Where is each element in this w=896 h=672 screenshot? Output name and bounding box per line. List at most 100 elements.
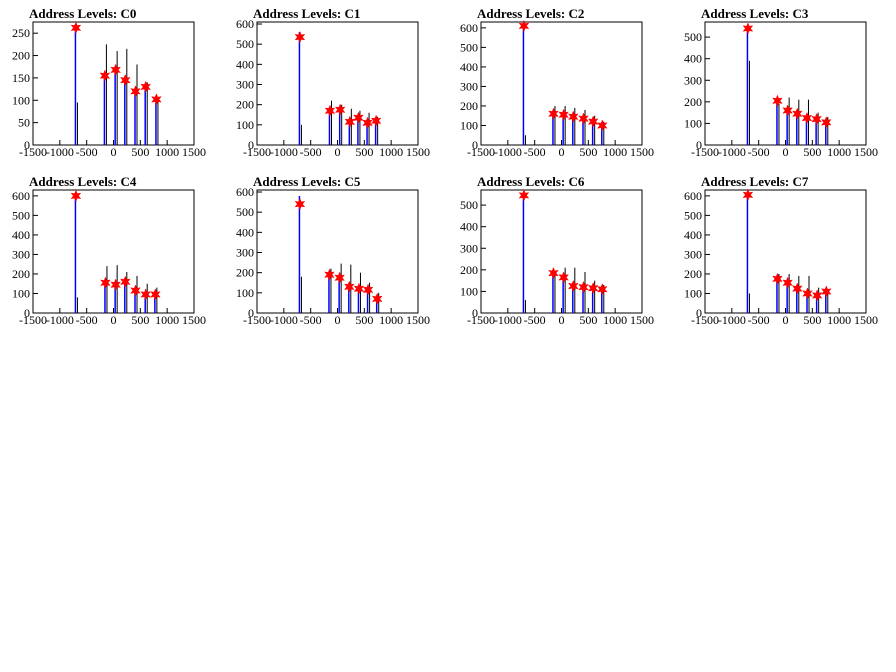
y-tick-label: 50: [18, 116, 30, 130]
peak-marker: [70, 189, 82, 203]
y-tick-label: 500: [236, 205, 254, 219]
y-tick-label: 0: [696, 306, 702, 320]
chart-title: Address Levels: C5: [253, 174, 361, 189]
peak-marker: [100, 276, 111, 289]
peak-marker: [119, 73, 131, 87]
x-tick-label: 0: [559, 313, 565, 327]
peak-marker: [110, 278, 121, 291]
peak-marker: [578, 280, 589, 294]
x-tick-label: 1500: [630, 145, 654, 159]
y-tick-label: 200: [460, 99, 478, 113]
y-tick-label: 600: [236, 185, 254, 199]
y-tick-label: 200: [236, 266, 254, 280]
y-tick-label: 200: [460, 263, 478, 277]
peak-marker: [801, 111, 813, 125]
x-tick-label: 1500: [854, 145, 878, 159]
y-tick-label: 100: [236, 286, 254, 300]
peak-marker: [820, 285, 832, 298]
x-tick-label: -1500: [243, 313, 271, 327]
x-tick-label: -500: [300, 145, 322, 159]
peak-marker: [596, 283, 608, 296]
peak-marker: [587, 282, 599, 295]
x-tick-label: 1000: [155, 145, 179, 159]
y-tick-label: 0: [248, 138, 254, 152]
plot-frame: [32, 189, 195, 314]
peak-marker: [518, 19, 530, 33]
x-tick-label: -1000: [494, 313, 522, 327]
y-tick-label: 600: [460, 21, 478, 35]
peak-marker: [343, 280, 355, 293]
x-tick-label: -1000: [270, 313, 298, 327]
y-tick-label: 300: [236, 78, 254, 92]
peak-marker: [334, 103, 346, 116]
y-tick-label: 0: [248, 306, 254, 320]
x-tick-label: 0: [335, 313, 341, 327]
x-tick-label: -1500: [467, 313, 495, 327]
y-tick-label: 200: [12, 49, 30, 63]
x-tick-label: 1000: [603, 313, 627, 327]
peak-marker: [130, 85, 141, 98]
x-tick-label: -1500: [19, 145, 47, 159]
x-tick-label: 500: [579, 313, 597, 327]
peak-marker: [371, 292, 383, 306]
peak-marker: [362, 116, 373, 129]
peak-marker: [811, 289, 823, 302]
x-tick-label: 500: [355, 145, 373, 159]
peak-marker: [558, 271, 569, 284]
y-tick-label: 250: [12, 26, 30, 40]
peak-marker: [119, 275, 131, 288]
peak-marker: [567, 279, 579, 293]
x-tick-label: 1500: [406, 313, 430, 327]
chart-title: Address Levels: C3: [701, 6, 809, 21]
x-tick-label: 1500: [182, 313, 206, 327]
peak-marker: [782, 276, 793, 289]
peak-marker: [791, 282, 803, 295]
y-tick-label: 400: [684, 228, 702, 242]
x-tick-label: 500: [803, 145, 821, 159]
y-tick-label: 600: [12, 189, 30, 203]
chart-panel-2: Address Levels: C2 0 100 200 300 400 500 600 -15…: [460, 6, 654, 159]
plot-frame: [480, 21, 643, 146]
peak-marker: [596, 119, 608, 132]
x-tick-label: 1000: [155, 313, 179, 327]
x-tick-label: 1500: [630, 313, 654, 327]
peak-marker: [324, 268, 335, 281]
x-tick-label: -1500: [243, 145, 271, 159]
y-tick-label: 300: [12, 247, 30, 261]
y-tick-label: 100: [684, 286, 702, 300]
x-tick-label: -500: [748, 313, 770, 327]
x-tick-label: 1500: [182, 145, 206, 159]
y-tick-label: 0: [472, 138, 478, 152]
peak-marker: [140, 80, 152, 94]
chart-title: Address Levels: C0: [29, 6, 136, 21]
y-tick-label: 200: [12, 267, 30, 281]
peak-marker: [518, 189, 530, 202]
peak-marker: [151, 93, 162, 106]
x-tick-label: 500: [131, 145, 149, 159]
y-tick-label: 500: [236, 37, 254, 51]
peak-marker: [820, 116, 832, 129]
y-tick-label: 300: [236, 246, 254, 260]
x-tick-label: 500: [579, 145, 597, 159]
x-tick-label: 1000: [379, 313, 403, 327]
y-tick-label: 400: [460, 60, 478, 74]
chart-title: Address Levels: C6: [477, 174, 585, 189]
peak-marker: [110, 63, 121, 77]
x-tick-label: -500: [300, 313, 322, 327]
y-tick-label: 200: [684, 95, 702, 109]
y-tick-label: 100: [684, 116, 702, 130]
x-tick-label: -1000: [718, 313, 746, 327]
x-tick-label: -1000: [494, 145, 522, 159]
chart-panel-6: Address Levels: C60100200300400500-1500-…: [460, 174, 654, 327]
peak-marker: [548, 107, 559, 120]
plot-frame: [256, 21, 419, 146]
x-tick-label: 1000: [827, 313, 851, 327]
plot-frame: [704, 21, 867, 146]
y-tick-label: 0: [696, 138, 702, 152]
peak-marker: [294, 197, 306, 211]
x-tick-label: 500: [355, 313, 373, 327]
x-tick-label: -1000: [46, 313, 74, 327]
x-tick-label: -500: [76, 145, 98, 159]
peak-marker: [150, 288, 161, 301]
y-tick-label: 400: [236, 225, 254, 239]
